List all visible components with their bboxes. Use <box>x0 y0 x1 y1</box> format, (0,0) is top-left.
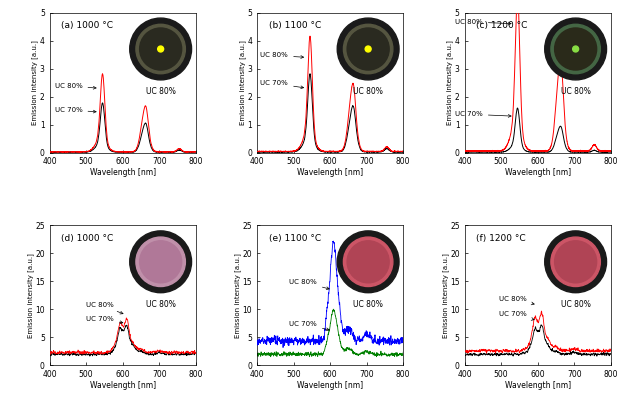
Text: (c) 1200 °C: (c) 1200 °C <box>476 21 528 30</box>
Text: UC 80%: UC 80% <box>290 279 329 289</box>
X-axis label: Wavelength [nm]: Wavelength [nm] <box>297 168 363 177</box>
Text: UC 80%: UC 80% <box>499 296 534 305</box>
Text: (b) 1100 °C: (b) 1100 °C <box>269 21 321 30</box>
Text: UC 80%: UC 80% <box>560 299 591 309</box>
Y-axis label: Emission intensity [a.u.]: Emission intensity [a.u.] <box>446 40 453 125</box>
Text: UC 70%: UC 70% <box>55 107 96 113</box>
Text: UC 80%: UC 80% <box>560 87 591 96</box>
Text: UC 70%: UC 70% <box>455 111 511 117</box>
Text: UC 80%: UC 80% <box>260 52 304 58</box>
Text: UC 70%: UC 70% <box>86 315 123 324</box>
Text: (e) 1100 °C: (e) 1100 °C <box>269 234 321 243</box>
Text: (d) 1000 °C: (d) 1000 °C <box>61 234 113 243</box>
X-axis label: Wavelength [nm]: Wavelength [nm] <box>90 381 156 390</box>
Y-axis label: Emission intensity [a.u.]: Emission intensity [a.u.] <box>442 253 449 338</box>
Text: UC 80%: UC 80% <box>146 299 175 309</box>
Y-axis label: Emission intensity [a.u.]: Emission intensity [a.u.] <box>27 253 33 338</box>
X-axis label: Wavelength [nm]: Wavelength [nm] <box>505 381 570 390</box>
Text: UC 80%: UC 80% <box>146 87 175 96</box>
Y-axis label: Emission intensity [a.u.]: Emission intensity [a.u.] <box>239 40 246 125</box>
Text: (f) 1200 °C: (f) 1200 °C <box>476 234 526 243</box>
Text: UC 80%: UC 80% <box>353 87 383 96</box>
Text: UC 80%: UC 80% <box>353 299 383 309</box>
Y-axis label: Emission intensity [a.u.]: Emission intensity [a.u.] <box>234 253 241 338</box>
Text: UC 70%: UC 70% <box>499 311 534 320</box>
Text: UC 70%: UC 70% <box>260 80 304 89</box>
X-axis label: Wavelength [nm]: Wavelength [nm] <box>297 381 363 390</box>
Text: UC 80%: UC 80% <box>55 83 96 89</box>
Text: UC 80%: UC 80% <box>455 19 511 25</box>
X-axis label: Wavelength [nm]: Wavelength [nm] <box>505 168 570 177</box>
Text: (a) 1000 °C: (a) 1000 °C <box>61 21 113 30</box>
Text: UC 80%: UC 80% <box>86 302 123 314</box>
Text: UC 70%: UC 70% <box>290 321 329 331</box>
X-axis label: Wavelength [nm]: Wavelength [nm] <box>90 168 156 177</box>
Y-axis label: Emission intensity [a.u.]: Emission intensity [a.u.] <box>32 40 38 125</box>
